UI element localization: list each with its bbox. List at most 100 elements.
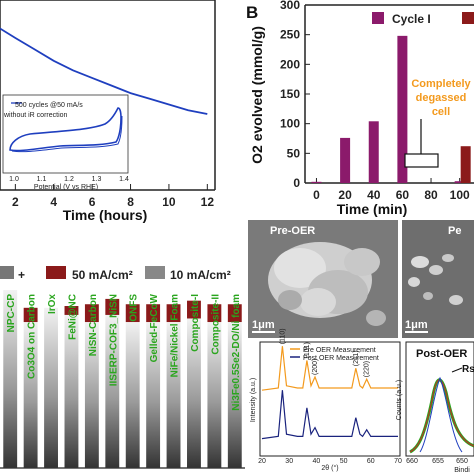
comparison-legend-swatch-50 <box>46 266 66 279</box>
comparison-bar-50 <box>125 304 140 323</box>
sem-pre-particles <box>268 242 386 326</box>
panel-b-y-tick-label: 200 <box>280 57 300 71</box>
durability-x-ticks: 2 4 6 8 10 12 <box>12 184 214 209</box>
sem-post-particles <box>408 254 463 305</box>
xrd-panel: (110) (101)(200) (211) (220) 20 30 40 50 60 70 P… <box>250 328 402 472</box>
durability-x-tick-label: 10 <box>162 195 176 209</box>
xrd-y-label: Intensity (a.u.) <box>250 378 257 422</box>
panel-b-bar <box>397 35 408 183</box>
xrd-legend-pre: Pre OER Measurement <box>303 347 376 354</box>
panel-b-y-ticks: 0 50 100 150 200 250 300 <box>280 0 310 190</box>
comparison-bar-50 <box>166 304 181 323</box>
panel-b-y-tick-label: 0 <box>293 176 300 190</box>
cv-inset-legend-1: 500 cycles @50 mA/s <box>15 102 83 109</box>
sem-post-scale-label: 1μm <box>405 319 428 331</box>
xrd-post-oer-line <box>261 390 398 440</box>
xrd-peak-label: (220) <box>364 361 371 377</box>
durability-x-tick-label: 12 <box>201 195 215 209</box>
xps-x-tick-label: 655 <box>432 458 444 465</box>
panel-b-bar <box>460 146 471 183</box>
xrd-x-tick-label: 50 <box>340 458 348 465</box>
comparison-category-label: Composite-II <box>210 294 221 355</box>
panel-b-x-tick-label: 20 <box>338 188 352 202</box>
cv-inset-x-ticks: 1.0 1.1 1.2 1.3 1.4 <box>9 176 129 183</box>
xps-component-peak <box>419 376 463 453</box>
panel-d: D Pre-OER 1μm Pe 1μm <box>248 220 474 338</box>
comparison-bar-10 <box>105 314 120 468</box>
sem-pre-scale-label: 1μm <box>252 319 275 331</box>
xrd-x-tick-label: 20 <box>258 458 266 465</box>
cv-inset-frame <box>2 94 129 174</box>
comparison-bar-10 <box>227 322 242 468</box>
cv-inset-x-tick-label: 1.0 <box>9 176 19 183</box>
panel-b-y-tick-label: 50 <box>287 146 301 160</box>
xrd-x-tick-label: 60 <box>367 458 375 465</box>
panel-b-legend-swatch-1 <box>372 12 384 24</box>
comparison-bar-10 <box>64 314 79 468</box>
comparison-category-label: Ni3Fe0.5Se2-DO/Ni foam <box>231 294 242 411</box>
panel-b-bars <box>311 35 471 183</box>
comparison-category-label: NiFe/Nickel Foam <box>170 294 181 377</box>
comparison-bar-10 <box>187 318 201 468</box>
comparison-bar-10 <box>146 322 161 468</box>
panel-b-y-tick-label: 300 <box>280 0 300 12</box>
xps-x-tick-label: 650 <box>456 458 468 465</box>
comparison-bars <box>3 290 242 468</box>
comparison-category-label: Gelled-FeCoW <box>149 293 160 362</box>
durability-series-line <box>0 27 208 115</box>
cv-inset-x-label: Potential (V vs RHE) <box>34 184 98 191</box>
degassed-annotation-line-3: cell <box>432 106 450 118</box>
xps-peak-pointer <box>451 367 463 373</box>
comparison-bar-50 <box>105 298 120 315</box>
comparison-category-label: IISERP-COF3_NiSN <box>108 294 119 386</box>
panel-b-letter: B <box>246 3 258 22</box>
xps-y-label: Counts (a.u.) <box>396 380 403 420</box>
xrd-x-tick-label: 70 <box>394 458 402 465</box>
durability-x-tick-label: 4 <box>50 195 57 209</box>
comparison-bar-10 <box>84 322 99 468</box>
cv-inset-x-tick-label: 1.4 <box>119 176 129 183</box>
xrd-legend-post: Post OER Measurement <box>303 355 379 362</box>
cv-inset: 500 cycles @50 mA/s without iR correctio… <box>2 94 129 191</box>
comparison-bar-10 <box>23 322 38 468</box>
comparison-bar-50 <box>146 304 161 323</box>
comparison-category-label: Composite-I <box>190 294 201 352</box>
durability-x-tick-label: 6 <box>89 195 96 209</box>
degassed-annotation-bracket <box>404 153 439 168</box>
comparison-bar-10 <box>207 322 222 468</box>
comparison-category-label: ONFS <box>129 294 140 322</box>
panel-b-bar <box>368 121 379 183</box>
cv-inset-curve-overlap <box>11 115 123 153</box>
panel-b-x-tick-label: 40 <box>367 188 381 202</box>
xrd-x-label: 2θ (°) <box>321 464 338 472</box>
degassed-annotation-line-1: Completely <box>411 78 471 90</box>
panel-b-y-tick-label: 100 <box>280 117 300 131</box>
panel-b-x-tick-label: 80 <box>424 188 438 202</box>
xps-x-ticks: 660 655 650 <box>406 458 468 465</box>
xps-x-label: Bindi <box>454 467 470 474</box>
xrd-x-ticks: 20 30 40 50 60 70 <box>258 458 402 465</box>
xrd-x-tick-label: 40 <box>313 458 321 465</box>
panel-b-x-tick-label: 60 <box>396 188 410 202</box>
comparison-bar-10 <box>44 307 58 468</box>
xps-panel: Post-OER Rs Counts (a.u.) 660 655 650 Bind… <box>396 341 474 474</box>
xrd-x-tick-label: 30 <box>285 458 293 465</box>
sem-pre-label: Pre-OER <box>270 225 315 237</box>
xps-title: Post-OER <box>416 348 467 360</box>
cv-inset-x-tick-label: 1.2 <box>64 176 74 183</box>
panel-b: B 0 50 100 150 200 250 300 0 20 40 60 80 100 O2 evo… <box>246 0 474 217</box>
comparison-legend-plus: + <box>18 268 25 282</box>
comparison-legend-10: 10 mA/cm² <box>170 268 231 282</box>
durability-panel: 2 4 6 8 10 12 Time (hours) 500 cycles @50 mA/… <box>0 0 216 223</box>
xrd-peak-label: (211) <box>353 350 360 366</box>
cv-inset-x-tick-label: 1.3 <box>92 176 102 183</box>
comparison-legend-50: 50 mA/cm² <box>72 268 133 282</box>
comparison-legend-swatch-10 <box>145 266 165 279</box>
xrd-peak-label: (101) <box>304 342 311 358</box>
panel-b-x-tick-label: 0 <box>313 188 320 202</box>
comparison-category-label: NPC-CP <box>6 294 17 333</box>
comparison-category-label: FeNi@NC <box>67 294 78 340</box>
xrd-pre-oer-line <box>261 346 398 391</box>
comparison-bar-50 <box>23 307 38 323</box>
